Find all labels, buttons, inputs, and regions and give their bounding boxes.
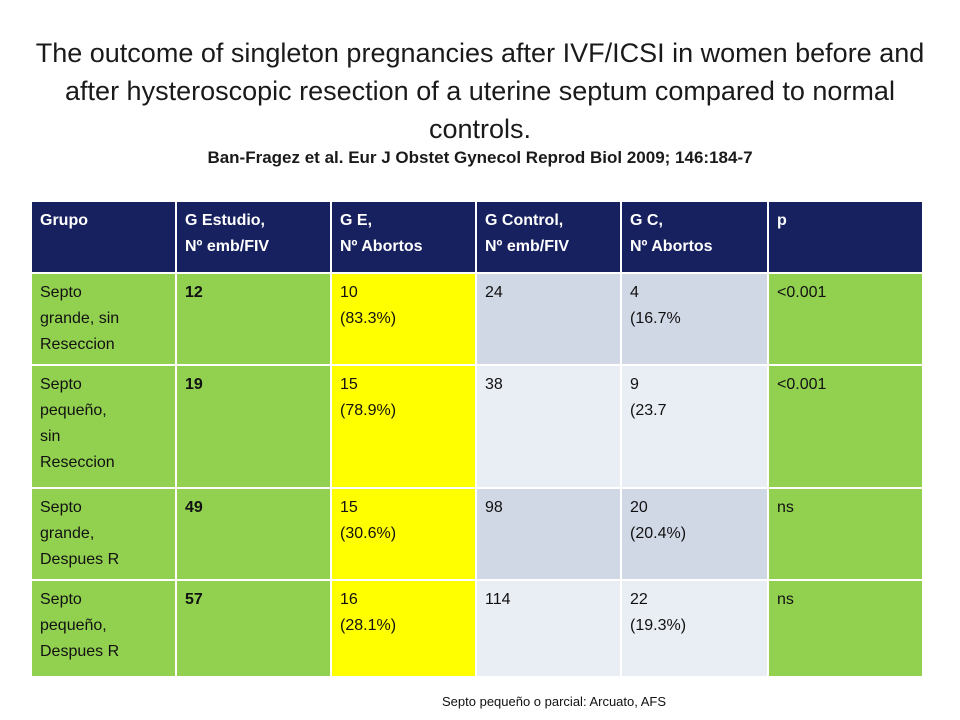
cell-g-estudio: 12 — [175, 272, 332, 366]
cell-g-control: 114 — [475, 579, 622, 678]
cell-gc-abortos: 4 (16.7% — [620, 272, 769, 366]
cell-g-control: 24 — [475, 272, 622, 366]
cell-g-control: 38 — [475, 364, 622, 489]
cell-g-control: 98 — [475, 487, 622, 581]
cell-ge-abortos: 15 (30.6%) — [330, 487, 477, 581]
header-grupo: Grupo — [30, 200, 177, 274]
cell-ge-abortos: 16 (28.1%) — [330, 579, 477, 678]
footnote: Septo pequeño o parcial: Arcuato, AFS — [442, 694, 667, 709]
cell-p: ns — [767, 579, 924, 678]
table-row: Septo pequeño, sin Reseccion 19 15 (78.9… — [30, 364, 924, 489]
cell-ge-abortos: 15 (78.9%) — [330, 364, 477, 489]
cell-grupo: Septo pequeño, Despues R — [30, 579, 177, 678]
results-table: Grupo G Estudio, Nº emb/FIV G E, Nº Abor… — [30, 200, 924, 678]
cell-gc-abortos: 9 (23.7 — [620, 364, 769, 489]
cell-grupo: Septo grande, sin Reseccion — [30, 272, 177, 366]
cell-g-estudio: 57 — [175, 579, 332, 678]
header-row: Grupo G Estudio, Nº emb/FIV G E, Nº Abor… — [30, 200, 924, 274]
citation: Ban-Fragez et al. Eur J Obstet Gynecol R… — [207, 148, 753, 167]
cell-g-estudio: 49 — [175, 487, 332, 581]
cell-gc-abortos: 22 (19.3%) — [620, 579, 769, 678]
slide-title: The outcome of singleton pregnancies aft… — [35, 38, 925, 144]
cell-p: ns — [767, 487, 924, 581]
cell-g-estudio: 19 — [175, 364, 332, 489]
table-row: Septo pequeño, Despues R 57 16 (28.1%) 1… — [30, 579, 924, 678]
header-p: p — [767, 200, 924, 274]
header-gc-abortos: G C, Nº Abortos — [620, 200, 769, 274]
cell-grupo: Septo grande, Despues R — [30, 487, 177, 581]
cell-p: <0.001 — [767, 364, 924, 489]
cell-p: <0.001 — [767, 272, 924, 366]
cell-grupo: Septo pequeño, sin Reseccion — [30, 364, 177, 489]
header-g-estudio: G Estudio, Nº emb/FIV — [175, 200, 332, 274]
table-row: Septo grande, sin Reseccion 12 10 (83.3%… — [30, 272, 924, 366]
header-g-control: G Control, Nº emb/FIV — [475, 200, 622, 274]
cell-gc-abortos: 20 (20.4%) — [620, 487, 769, 581]
cell-ge-abortos: 10 (83.3%) — [330, 272, 477, 366]
table-row: Septo grande, Despues R 49 15 (30.6%) 98… — [30, 487, 924, 581]
header-ge-abortos: G E, Nº Abortos — [330, 200, 477, 274]
